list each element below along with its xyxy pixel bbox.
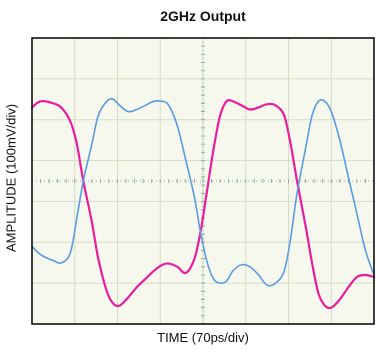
series-line-2	[31, 98, 375, 287]
plot-frame	[31, 37, 375, 325]
y-axis-label: AMPLITUDE (100mV/div)	[3, 103, 19, 253]
series-line-1	[30, 99, 376, 310]
chart-title: 2GHz Output	[160, 8, 246, 24]
x-axis-label: TIME (70ps/div)	[157, 330, 249, 345]
series-layer	[30, 98, 376, 310]
